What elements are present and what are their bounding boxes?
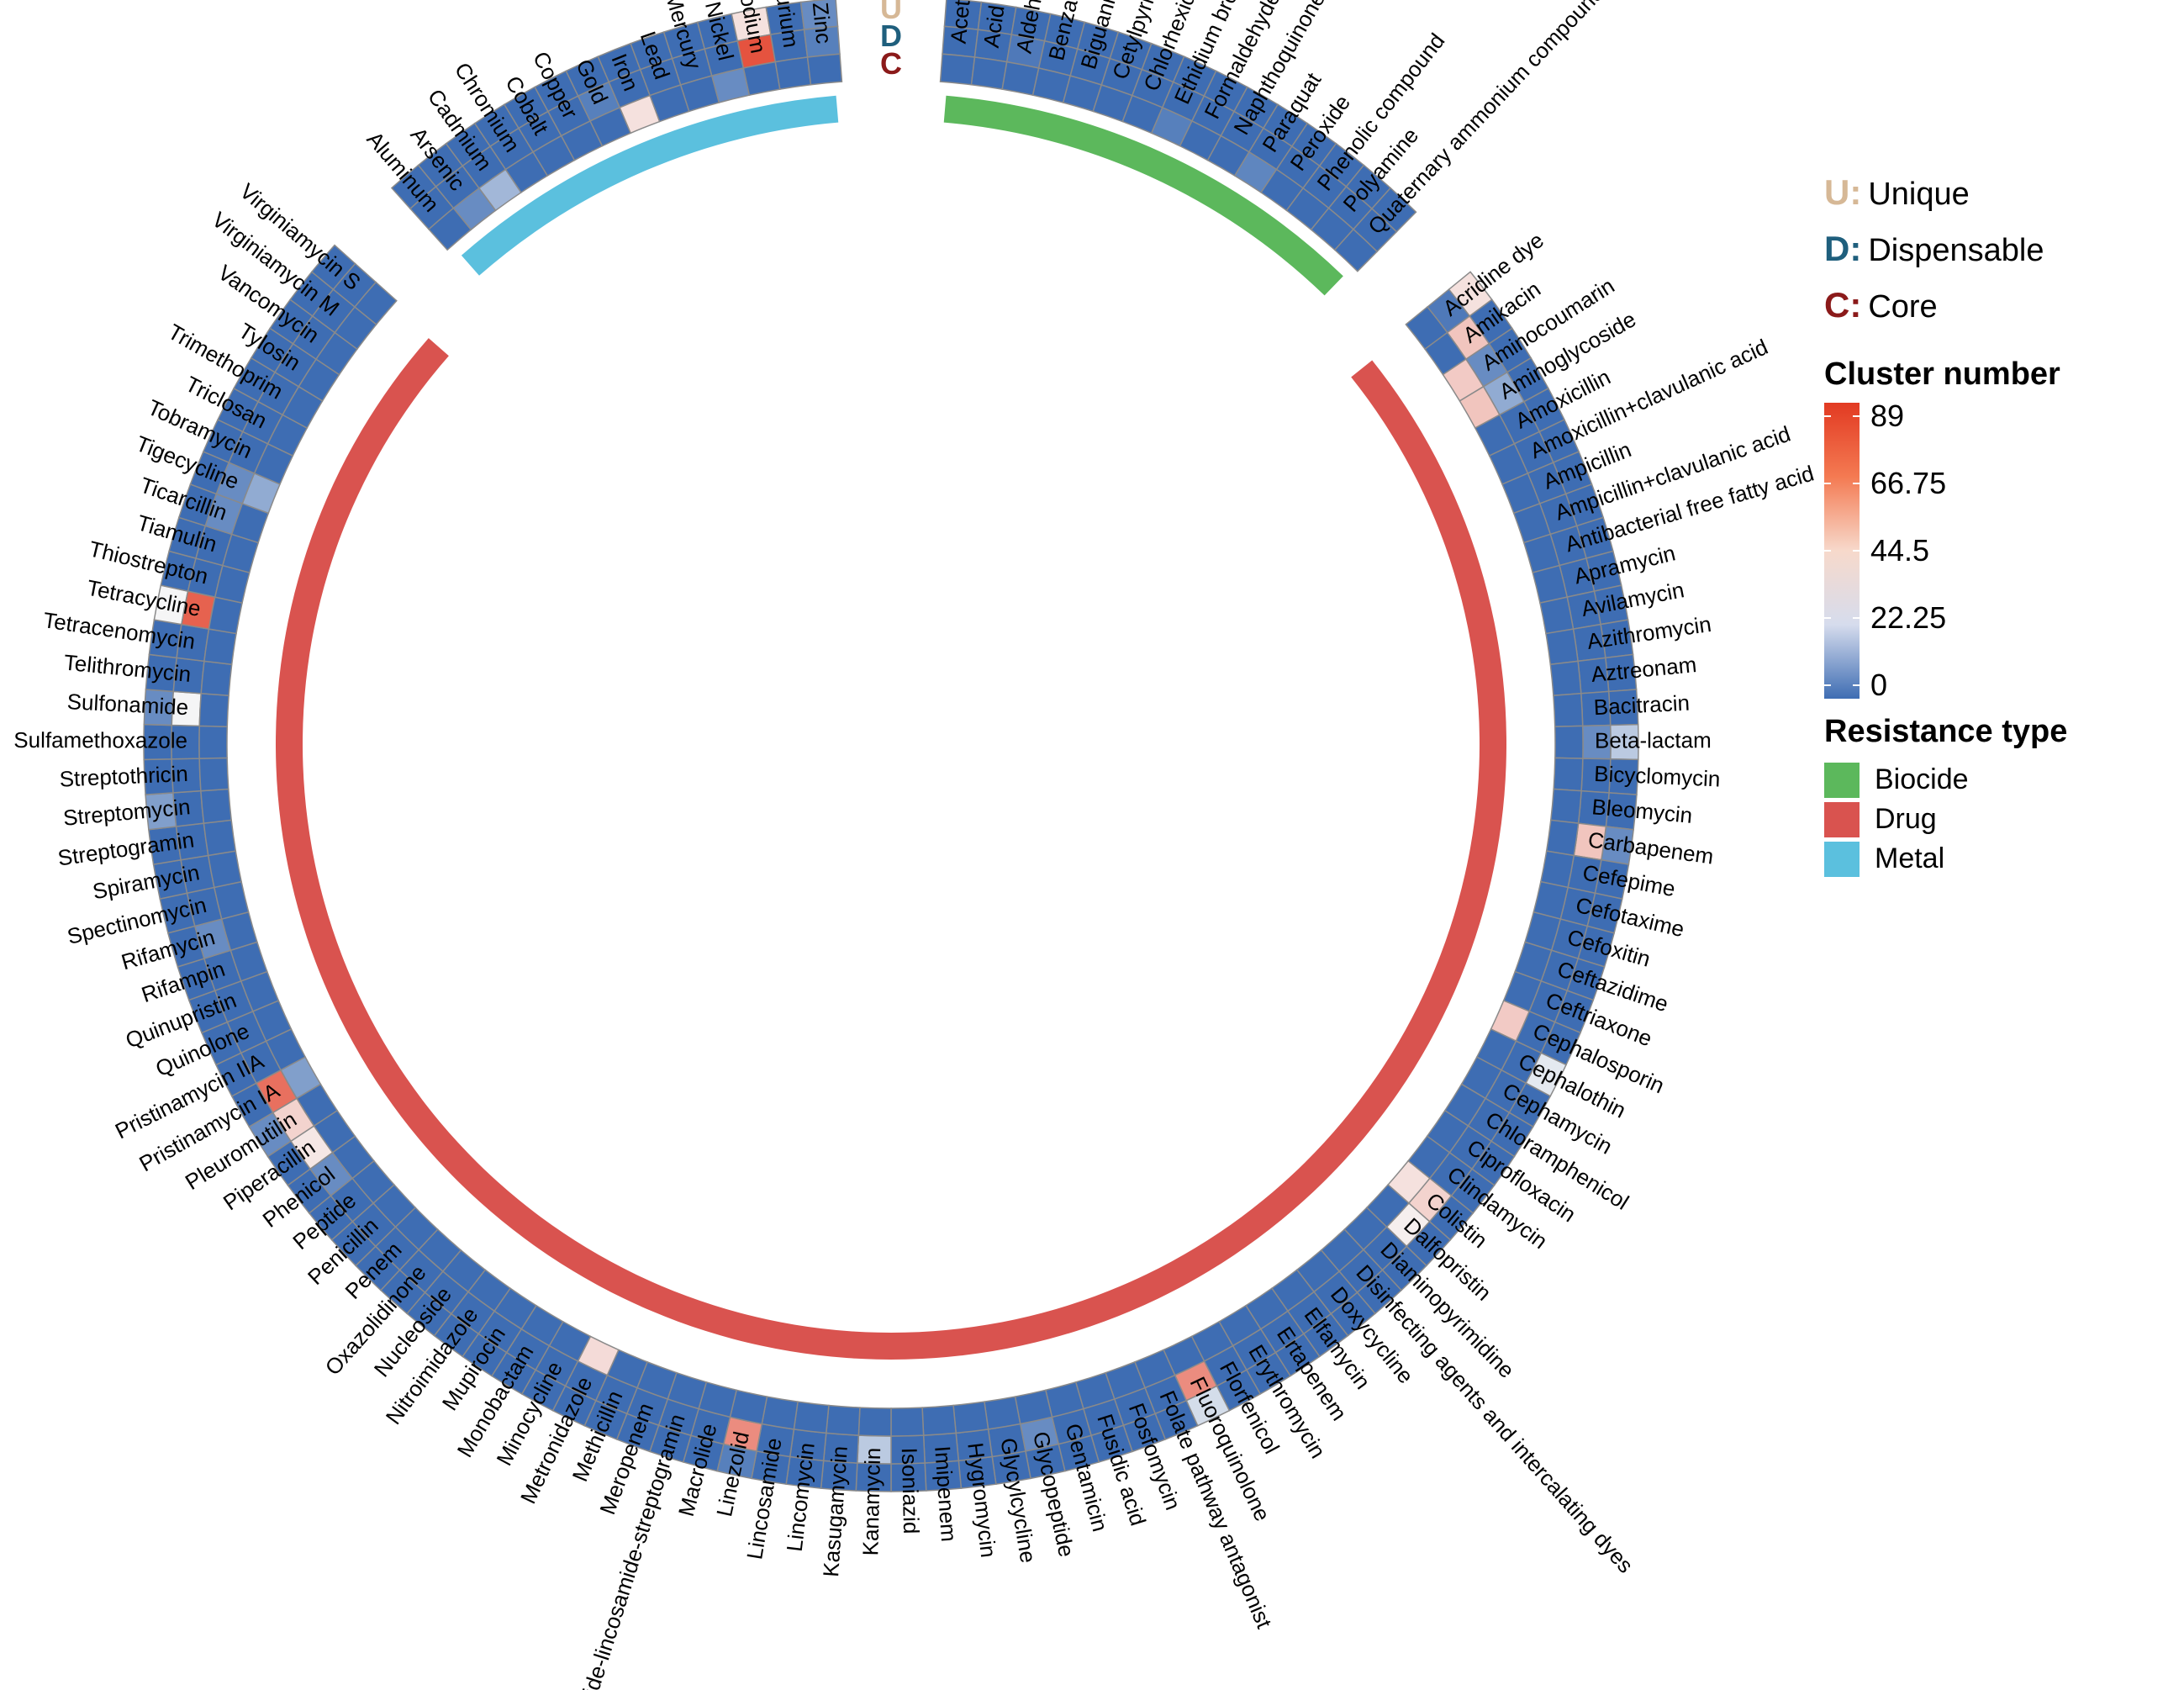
ring-letter-unique: U <box>880 0 902 25</box>
heatmap-cell-streptothricin-core <box>198 757 229 792</box>
legend-dispensable: D: Dispensable <box>1824 229 2067 285</box>
heatmap-cell-kanamycin-core <box>857 1407 892 1437</box>
legend-unique-letter: U: <box>1824 172 1862 212</box>
colorbar-tick-89: 89 <box>1870 399 1905 433</box>
heatmap-cell-aldehyde-core <box>1001 61 1040 97</box>
resistance-type-bands <box>275 95 1506 1360</box>
legend-dispensable-letter: D: <box>1824 229 1862 268</box>
heatmap-cell-streptogramin-core <box>203 819 237 857</box>
colorbar-tick-44-5: 44.5 <box>1870 533 1930 568</box>
heatmap-cell-sulfonamide-core <box>198 693 229 728</box>
heatmap-cell-carbapenem-core <box>1545 819 1580 857</box>
legend-biocide-label: Biocide <box>1875 763 1969 795</box>
heatmap-cell-lincosamide-core <box>761 1396 799 1430</box>
category-label-streptothricin: Streptothricin <box>59 761 188 792</box>
legend: U: Unique D: Dispensable C: Core Cluster… <box>1824 172 2067 879</box>
heatmap-cell-aztreonam-core <box>1549 660 1582 697</box>
legend-core-letter: C: <box>1824 285 1862 325</box>
resistance-band-biocide <box>943 95 1343 296</box>
heatmap-cell-tetracenomycin-core <box>203 628 237 666</box>
legend-unique: U: Unique <box>1824 172 2067 229</box>
colorbar-tick-66-75: 66.75 <box>1870 466 1947 500</box>
heatmap-cell-sodium-core <box>742 61 781 97</box>
heatmap-cells <box>143 0 1639 1492</box>
category-label-sulfamethoxazole: Sulfamethoxazole <box>13 727 187 753</box>
heatmap-cell-isoniazid-core <box>890 1407 925 1437</box>
legend-drug-label: Drug <box>1875 803 1937 835</box>
legend-metal-label: Metal <box>1875 842 1945 874</box>
heatmap-cell-acid-core <box>970 56 1008 91</box>
legend-dispensable-label: Dispensable <box>1868 233 2044 268</box>
colorbar-tick-22-25: 22.25 <box>1870 600 1947 635</box>
category-label-beta-lactam: Beta-lactam <box>1595 727 1712 753</box>
category-label-bicyclomycin: Bicyclomycin <box>1594 761 1721 792</box>
ring-letter-core: C <box>880 46 902 81</box>
heatmap-cell-lincomycin-core <box>793 1401 830 1434</box>
ring-letter-dispensable: D <box>880 18 902 53</box>
heatmap-cell-glycopeptide-core <box>1014 1389 1053 1425</box>
heatmap-cell-quaternary-ammonium-compound-core <box>1333 228 1379 272</box>
resistance-band-drug <box>275 338 1506 1360</box>
ring-row-letters: U D C <box>880 0 902 81</box>
heatmap-cell-tellurium-core <box>774 56 812 91</box>
legend-drug: Drug <box>1824 800 2067 839</box>
heatmap-cell-beta-lactam-core <box>1554 725 1584 759</box>
colorbar-gradient <box>1824 403 1860 699</box>
heatmap-cell-kasugamycin-core <box>825 1404 861 1436</box>
heatmap-cell-virginiamycin-s-core <box>353 281 398 325</box>
drug-swatch <box>1824 801 1860 837</box>
category-label-quaternary-ammonium-compound: Quaternary ammonium compound <box>1363 0 1608 239</box>
category-label-isoniazid: Isoniazid <box>897 1447 924 1534</box>
heatmap-cell-bleomycin-core <box>1549 788 1582 825</box>
heatmap-cell-cefepime-core <box>1539 850 1575 889</box>
category-label-sulfonamide: Sulfonamide <box>66 689 189 720</box>
biocide-swatch <box>1824 762 1860 798</box>
legend-metal: Metal <box>1824 839 2067 879</box>
heatmap-cell-imipenem-core <box>921 1404 957 1436</box>
legend-biocide: Biocide <box>1824 760 2067 800</box>
cluster-number-title: Cluster number <box>1824 356 2060 392</box>
heatmap-cell-azithromycin-core <box>1545 628 1579 666</box>
legend-core-label: Core <box>1868 289 1938 325</box>
legend-core: C: Core <box>1824 285 2067 341</box>
metal-swatch <box>1824 841 1860 877</box>
resistance-band-metal <box>461 95 839 276</box>
heatmap-cell-tetracycline-core <box>208 596 243 635</box>
heatmap-cell-acetate-core <box>939 53 976 86</box>
heatmap-cell-spiramycin-core <box>207 850 243 889</box>
category-label-acid: Acid <box>979 3 1010 49</box>
heatmap-cell-streptomycin-core <box>200 788 233 825</box>
legend-unique-label: Unique <box>1868 177 1970 212</box>
colorbar-tick-0: 0 <box>1870 668 1888 702</box>
heatmap-cell-zinc-core <box>806 53 843 86</box>
heatmap-cell-glycylcycline-core <box>984 1396 1021 1430</box>
category-label-zinc: Zinc <box>808 1 837 45</box>
category-label-disinfecting-agents-and-intercalating-dyes: Disinfecting agents and intercalating dy… <box>1351 1260 1638 1577</box>
resistance-type-title: Resistance type <box>1824 714 2068 749</box>
heatmap-cell-bacitracin-core <box>1553 693 1584 728</box>
category-label-bacitracin: Bacitracin <box>1593 690 1691 721</box>
category-label-kanamycin: Kanamycin <box>857 1447 885 1555</box>
heatmap-cell-sulfamethoxazole-core <box>198 725 229 759</box>
cluster-colorbar: 89 66.75 44.5 22.25 0 <box>1824 399 2067 702</box>
heatmap-cell-avilamycin-core <box>1539 596 1575 635</box>
heatmap-cell-telithromycin-core <box>200 660 233 697</box>
heatmap-cell-hygromycin-core <box>952 1401 989 1434</box>
heatmap-cell-bicyclomycin-core <box>1553 757 1584 792</box>
